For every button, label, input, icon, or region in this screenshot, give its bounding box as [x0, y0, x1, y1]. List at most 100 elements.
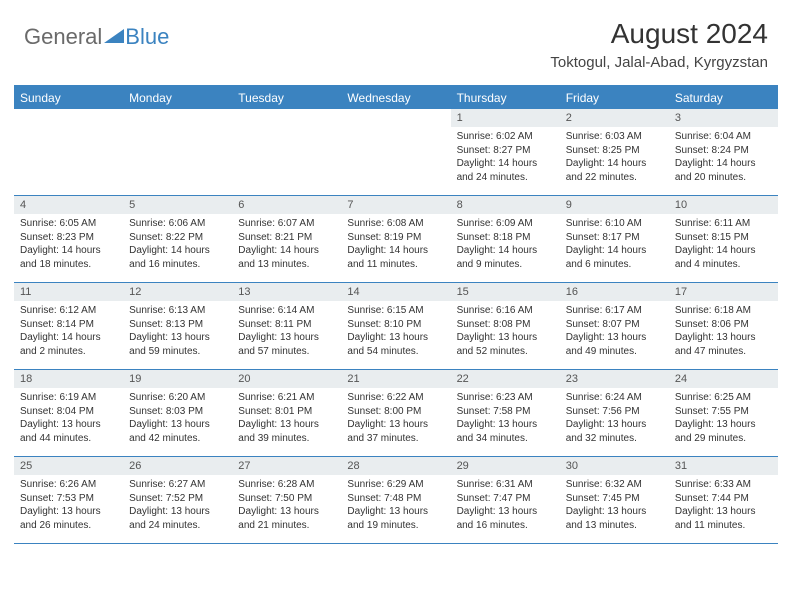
- sunset-line: Sunset: 8:11 PM: [238, 318, 335, 332]
- day-number: 3: [669, 109, 778, 127]
- location: Toktogul, Jalal-Abad, Kyrgyzstan: [550, 54, 768, 71]
- sunset-line: Sunset: 8:01 PM: [238, 405, 335, 419]
- day-cell: 17Sunrise: 6:18 AMSunset: 8:06 PMDayligh…: [669, 283, 778, 369]
- sunrise-line: Sunrise: 6:13 AM: [129, 304, 226, 318]
- day-body: Sunrise: 6:21 AMSunset: 8:01 PMDaylight:…: [232, 388, 341, 449]
- daylight-line: Daylight: 14 hours and 24 minutes.: [457, 157, 554, 184]
- sunrise-line: Sunrise: 6:15 AM: [347, 304, 444, 318]
- daylight-line: Daylight: 13 hours and 24 minutes.: [129, 505, 226, 532]
- logo-text-general: General: [24, 24, 102, 50]
- day-cell: 15Sunrise: 6:16 AMSunset: 8:08 PMDayligh…: [451, 283, 560, 369]
- day-number: 20: [232, 370, 341, 388]
- day-body: Sunrise: 6:32 AMSunset: 7:45 PMDaylight:…: [560, 475, 669, 536]
- day-number: 23: [560, 370, 669, 388]
- day-cell: 1Sunrise: 6:02 AMSunset: 8:27 PMDaylight…: [451, 109, 560, 195]
- title-block: August 2024 Toktogul, Jalal-Abad, Kyrgyz…: [550, 18, 768, 71]
- sunrise-line: Sunrise: 6:21 AM: [238, 391, 335, 405]
- logo: General Blue: [24, 24, 169, 50]
- sunrise-line: Sunrise: 6:02 AM: [457, 130, 554, 144]
- day-number: 21: [341, 370, 450, 388]
- week-row: 25Sunrise: 6:26 AMSunset: 7:53 PMDayligh…: [14, 457, 778, 544]
- day-cell: 2Sunrise: 6:03 AMSunset: 8:25 PMDaylight…: [560, 109, 669, 195]
- sunrise-line: Sunrise: 6:32 AM: [566, 478, 663, 492]
- daylight-line: Daylight: 14 hours and 13 minutes.: [238, 244, 335, 271]
- sunset-line: Sunset: 8:08 PM: [457, 318, 554, 332]
- sunset-line: Sunset: 8:22 PM: [129, 231, 226, 245]
- day-body: Sunrise: 6:17 AMSunset: 8:07 PMDaylight:…: [560, 301, 669, 362]
- day-body: Sunrise: 6:22 AMSunset: 8:00 PMDaylight:…: [341, 388, 450, 449]
- daylight-line: Daylight: 13 hours and 21 minutes.: [238, 505, 335, 532]
- sunset-line: Sunset: 7:48 PM: [347, 492, 444, 506]
- day-cell: 20Sunrise: 6:21 AMSunset: 8:01 PMDayligh…: [232, 370, 341, 456]
- day-body: Sunrise: 6:08 AMSunset: 8:19 PMDaylight:…: [341, 214, 450, 275]
- day-cell: 21Sunrise: 6:22 AMSunset: 8:00 PMDayligh…: [341, 370, 450, 456]
- day-cell: 13Sunrise: 6:14 AMSunset: 8:11 PMDayligh…: [232, 283, 341, 369]
- day-cell: 6Sunrise: 6:07 AMSunset: 8:21 PMDaylight…: [232, 196, 341, 282]
- day-body: Sunrise: 6:05 AMSunset: 8:23 PMDaylight:…: [14, 214, 123, 275]
- day-cell: [341, 109, 450, 195]
- day-number: 31: [669, 457, 778, 475]
- day-body: Sunrise: 6:10 AMSunset: 8:17 PMDaylight:…: [560, 214, 669, 275]
- day-number: 12: [123, 283, 232, 301]
- daylight-line: Daylight: 13 hours and 52 minutes.: [457, 331, 554, 358]
- day-cell: 28Sunrise: 6:29 AMSunset: 7:48 PMDayligh…: [341, 457, 450, 543]
- day-body: Sunrise: 6:23 AMSunset: 7:58 PMDaylight:…: [451, 388, 560, 449]
- sunrise-line: Sunrise: 6:19 AM: [20, 391, 117, 405]
- sunset-line: Sunset: 7:52 PM: [129, 492, 226, 506]
- daylight-line: Daylight: 13 hours and 37 minutes.: [347, 418, 444, 445]
- logo-text-blue: Blue: [125, 24, 169, 50]
- sunrise-line: Sunrise: 6:23 AM: [457, 391, 554, 405]
- sunrise-line: Sunrise: 6:08 AM: [347, 217, 444, 231]
- daylight-line: Daylight: 13 hours and 47 minutes.: [675, 331, 772, 358]
- day-body: Sunrise: 6:29 AMSunset: 7:48 PMDaylight:…: [341, 475, 450, 536]
- day-body: Sunrise: 6:28 AMSunset: 7:50 PMDaylight:…: [232, 475, 341, 536]
- day-cell: 12Sunrise: 6:13 AMSunset: 8:13 PMDayligh…: [123, 283, 232, 369]
- sunrise-line: Sunrise: 6:33 AM: [675, 478, 772, 492]
- sunrise-line: Sunrise: 6:04 AM: [675, 130, 772, 144]
- day-body: Sunrise: 6:15 AMSunset: 8:10 PMDaylight:…: [341, 301, 450, 362]
- day-cell: [14, 109, 123, 195]
- day-body: Sunrise: 6:19 AMSunset: 8:04 PMDaylight:…: [14, 388, 123, 449]
- sunrise-line: Sunrise: 6:03 AM: [566, 130, 663, 144]
- day-body: Sunrise: 6:27 AMSunset: 7:52 PMDaylight:…: [123, 475, 232, 536]
- sunset-line: Sunset: 8:07 PM: [566, 318, 663, 332]
- sunset-line: Sunset: 8:25 PM: [566, 144, 663, 158]
- dow-cell: Saturday: [669, 87, 778, 109]
- day-number: 16: [560, 283, 669, 301]
- day-cell: 8Sunrise: 6:09 AMSunset: 8:18 PMDaylight…: [451, 196, 560, 282]
- daylight-line: Daylight: 13 hours and 44 minutes.: [20, 418, 117, 445]
- day-cell: 24Sunrise: 6:25 AMSunset: 7:55 PMDayligh…: [669, 370, 778, 456]
- header: General Blue August 2024 Toktogul, Jalal…: [0, 0, 792, 79]
- week-row: 18Sunrise: 6:19 AMSunset: 8:04 PMDayligh…: [14, 370, 778, 457]
- sunset-line: Sunset: 8:10 PM: [347, 318, 444, 332]
- daylight-line: Daylight: 13 hours and 13 minutes.: [566, 505, 663, 532]
- sunset-line: Sunset: 7:44 PM: [675, 492, 772, 506]
- day-cell: 11Sunrise: 6:12 AMSunset: 8:14 PMDayligh…: [14, 283, 123, 369]
- dow-cell: Wednesday: [341, 87, 450, 109]
- sunrise-line: Sunrise: 6:26 AM: [20, 478, 117, 492]
- day-cell: 7Sunrise: 6:08 AMSunset: 8:19 PMDaylight…: [341, 196, 450, 282]
- sunset-line: Sunset: 7:47 PM: [457, 492, 554, 506]
- sunrise-line: Sunrise: 6:05 AM: [20, 217, 117, 231]
- sunset-line: Sunset: 7:56 PM: [566, 405, 663, 419]
- daylight-line: Daylight: 13 hours and 16 minutes.: [457, 505, 554, 532]
- sunset-line: Sunset: 7:50 PM: [238, 492, 335, 506]
- sunset-line: Sunset: 8:27 PM: [457, 144, 554, 158]
- day-body: Sunrise: 6:16 AMSunset: 8:08 PMDaylight:…: [451, 301, 560, 362]
- sunset-line: Sunset: 8:21 PM: [238, 231, 335, 245]
- sunrise-line: Sunrise: 6:22 AM: [347, 391, 444, 405]
- daylight-line: Daylight: 13 hours and 42 minutes.: [129, 418, 226, 445]
- daylight-line: Daylight: 14 hours and 9 minutes.: [457, 244, 554, 271]
- daylight-line: Daylight: 13 hours and 54 minutes.: [347, 331, 444, 358]
- day-number: 9: [560, 196, 669, 214]
- calendar: SundayMondayTuesdayWednesdayThursdayFrid…: [14, 85, 778, 544]
- day-body: Sunrise: 6:25 AMSunset: 7:55 PMDaylight:…: [669, 388, 778, 449]
- day-cell: 5Sunrise: 6:06 AMSunset: 8:22 PMDaylight…: [123, 196, 232, 282]
- day-number: 7: [341, 196, 450, 214]
- daylight-line: Daylight: 13 hours and 19 minutes.: [347, 505, 444, 532]
- day-body: Sunrise: 6:13 AMSunset: 8:13 PMDaylight:…: [123, 301, 232, 362]
- day-cell: 30Sunrise: 6:32 AMSunset: 7:45 PMDayligh…: [560, 457, 669, 543]
- sunrise-line: Sunrise: 6:25 AM: [675, 391, 772, 405]
- month-title: August 2024: [550, 18, 768, 50]
- dow-cell: Monday: [123, 87, 232, 109]
